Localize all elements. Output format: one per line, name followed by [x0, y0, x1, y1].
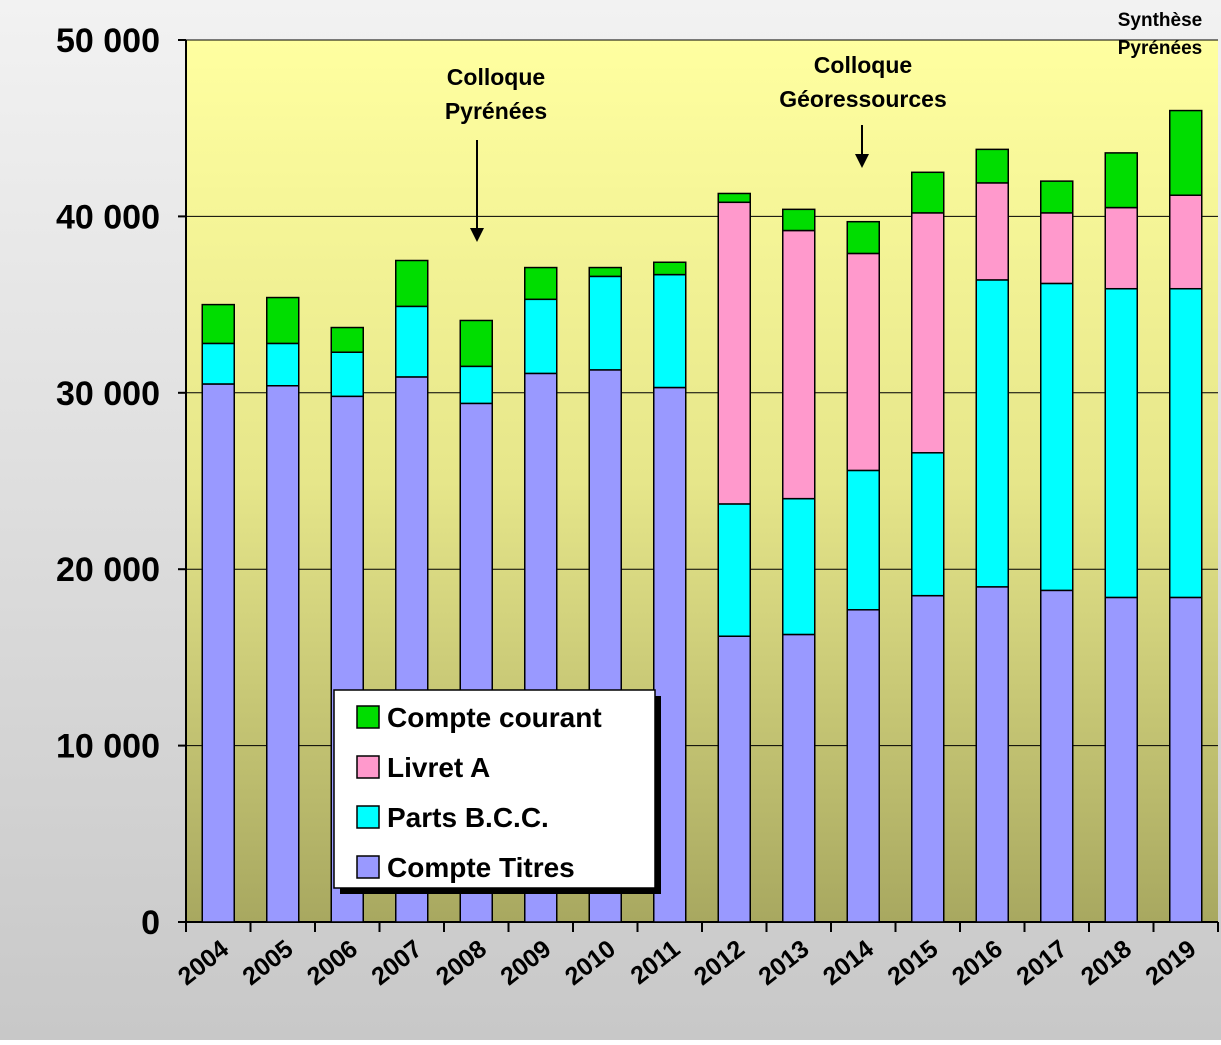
- bar-segment: [846, 220, 880, 255]
- y-tick-label: 20 000: [56, 551, 160, 589]
- legend: [333, 689, 656, 889]
- bar-segment: [330, 326, 364, 353]
- annotation: Colloque: [447, 64, 545, 90]
- bar-segment: [1040, 180, 1074, 214]
- bar-segment: [782, 208, 816, 232]
- bar-segment: [717, 201, 751, 505]
- bar-segment: [653, 261, 687, 276]
- bar-segment: [201, 303, 235, 345]
- y-tick-label: 50 000: [56, 22, 160, 60]
- annotation: Pyrénées: [1118, 38, 1203, 59]
- bar-segment: [266, 384, 300, 923]
- bar-segment: [782, 633, 816, 923]
- bar-segment: [1040, 282, 1074, 592]
- bar-segment: [1169, 194, 1203, 290]
- bar-segment: [1104, 287, 1138, 599]
- bar-segment: [459, 319, 493, 368]
- bar-segment: [1169, 109, 1203, 196]
- bar-segment: [911, 212, 945, 454]
- bar-segment: [395, 305, 429, 378]
- bar-segment: [717, 503, 751, 637]
- bar-segment: [782, 497, 816, 636]
- annotation: Géoressources: [779, 86, 946, 112]
- legend-swatch: [356, 705, 380, 729]
- legend-swatch: [356, 755, 380, 779]
- bar-segment: [266, 342, 300, 387]
- bar-segment: [588, 275, 622, 371]
- bar-segment: [524, 266, 558, 301]
- bar-segment: [201, 383, 235, 923]
- bar-segment: [459, 365, 493, 405]
- bar-segment: [653, 273, 687, 389]
- bar-segment: [1169, 287, 1203, 599]
- bar-segment: [266, 296, 300, 345]
- bar-segment: [1040, 589, 1074, 923]
- bar-segment: [524, 298, 558, 375]
- bar-segment: [975, 279, 1009, 588]
- annotation: Synthèse: [1118, 10, 1202, 31]
- bar-segment: [975, 586, 1009, 923]
- annotation: Pyrénées: [445, 98, 547, 124]
- bar-segment: [588, 266, 622, 278]
- y-tick-label: 10 000: [56, 728, 160, 766]
- legend-label: Compte courant: [387, 702, 602, 733]
- bar-segment: [911, 594, 945, 923]
- bar-segment: [330, 351, 364, 398]
- bar-segment: [1104, 596, 1138, 923]
- bar-segment: [846, 252, 880, 472]
- legend-label: Livret A: [387, 752, 490, 783]
- bar-segment: [1169, 596, 1203, 923]
- legend-label: Compte Titres: [387, 852, 575, 883]
- bar-segment: [1040, 212, 1074, 285]
- bar-segment: [717, 192, 751, 204]
- y-tick-label: 0: [141, 904, 160, 942]
- arrow-head: [470, 228, 484, 242]
- bar-segment: [911, 452, 945, 597]
- bar-segment: [782, 229, 816, 500]
- annotation: Colloque: [814, 52, 912, 78]
- y-tick-label: 30 000: [56, 375, 160, 413]
- bar-segment: [846, 469, 880, 611]
- bar-segment: [1104, 206, 1138, 290]
- bar-segment: [975, 182, 1009, 281]
- bar-segment: [975, 148, 1009, 184]
- legend-label: Parts B.C.C.: [387, 802, 549, 833]
- y-tick-label: 40 000: [56, 198, 160, 236]
- legend-swatch: [356, 855, 380, 879]
- bar-segment: [911, 171, 945, 214]
- bar-segment: [395, 259, 429, 308]
- bar-segment: [717, 635, 751, 923]
- bar-segment: [1104, 152, 1138, 209]
- arrow-head: [855, 154, 869, 168]
- bar-segment: [201, 342, 235, 385]
- bar-segment: [846, 609, 880, 923]
- legend-swatch: [356, 805, 380, 829]
